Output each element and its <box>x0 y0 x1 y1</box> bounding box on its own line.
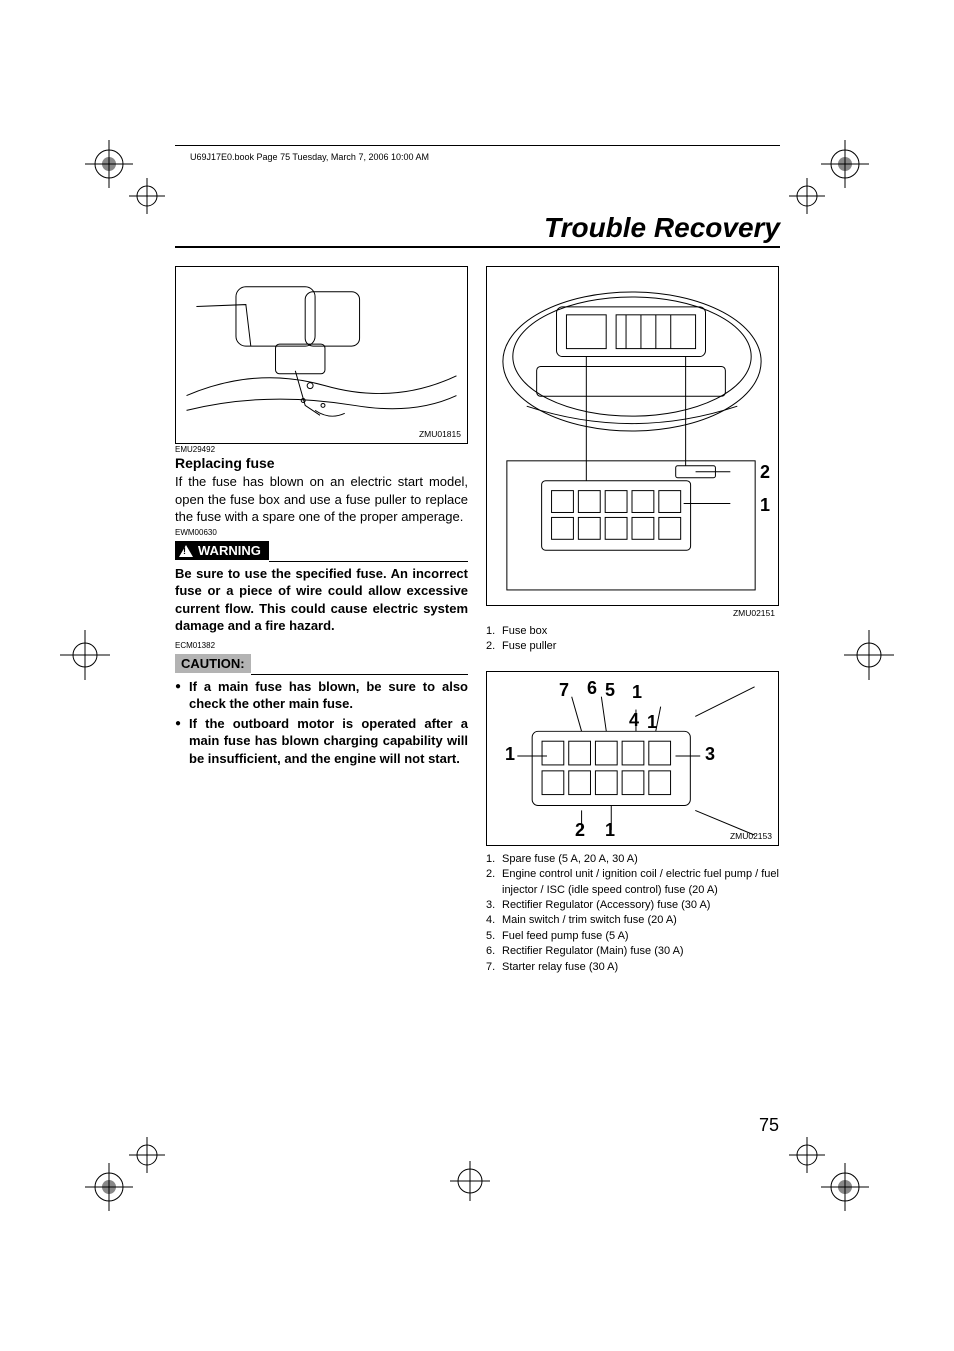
callout-1d: 1 <box>632 682 642 703</box>
section-heading: Replacing fuse <box>175 455 468 471</box>
legend-fusebox: Fuse box Fuse puller <box>486 624 779 655</box>
ref-code: ECM01382 <box>175 641 468 650</box>
callout-7: 7 <box>559 680 569 701</box>
crop-mark-mid-left <box>60 630 110 680</box>
legend-item: Main switch / trim switch fuse (20 A) <box>486 913 779 928</box>
caution-label: CAUTION: <box>175 654 251 673</box>
fusebox-illustration <box>487 267 778 605</box>
ref-code: EMU29492 <box>175 445 468 454</box>
legend-item: Engine control unit / ignition coil / el… <box>486 867 779 898</box>
legend-item: Rectifier Regulator (Main) fuse (30 A) <box>486 944 779 959</box>
motor-illustration <box>176 267 467 443</box>
callout-2: 2 <box>575 820 585 841</box>
caution-list: If a main fuse has blown, be sure to als… <box>175 678 468 768</box>
figure-motor-water: ZMU01815 <box>175 266 468 444</box>
legend-item: Fuel feed pump fuse (5 A) <box>486 929 779 944</box>
callout-2: 2 <box>760 462 770 483</box>
left-column: ZMU01815 EMU29492 Replacing fuse If the … <box>175 266 468 975</box>
legend-item: Rectifier Regulator (Accessory) fuse (30… <box>486 898 779 913</box>
callout-1b: 1 <box>605 820 615 841</box>
caution-item: If the outboard motor is operated after … <box>175 715 468 768</box>
figure-code: ZMU02151 <box>486 606 779 618</box>
figure-fuse-layout: 1 2 1 3 4 1 5 6 7 1 ZMU02153 <box>486 671 779 846</box>
legend-item: Starter relay fuse (30 A) <box>486 960 779 975</box>
caution-rule <box>251 653 468 675</box>
crop-mark-bottom-center <box>430 1151 510 1211</box>
warning-header: WARNING <box>175 540 468 562</box>
crop-mark-bottom-left <box>85 1131 165 1211</box>
caution-header: CAUTION: <box>175 653 468 675</box>
callout-1: 1 <box>760 495 770 516</box>
intro-paragraph: If the fuse has blown on an electric sta… <box>175 473 468 526</box>
legend-item: Fuse puller <box>486 639 779 654</box>
callout-4: 4 <box>629 710 639 731</box>
legend-item: Spare fuse (5 A, 20 A, 30 A) <box>486 852 779 867</box>
crop-mark-top-left <box>85 140 165 220</box>
callout-1: 1 <box>505 744 515 765</box>
warning-rule <box>269 540 468 562</box>
figure-fusebox-location: 2 1 <box>486 266 779 606</box>
callout-6: 6 <box>587 678 597 699</box>
caution-item: If a main fuse has blown, be sure to als… <box>175 678 468 713</box>
header-rule <box>175 145 780 146</box>
callout-3: 3 <box>705 744 715 765</box>
page-title: Trouble Recovery <box>175 212 780 248</box>
crop-mark-mid-right <box>844 630 894 680</box>
crop-mark-bottom-right <box>789 1131 869 1211</box>
header-book-info: U69J17E0.book Page 75 Tuesday, March 7, … <box>175 148 780 162</box>
warning-label: WARNING <box>175 541 269 560</box>
ref-code: EWM00630 <box>175 528 468 537</box>
page-number: 75 <box>759 1115 779 1136</box>
warning-label-text: WARNING <box>198 543 261 558</box>
figure-code: ZMU01815 <box>419 429 461 439</box>
callout-5: 5 <box>605 680 615 701</box>
crop-mark-top-right <box>789 140 869 220</box>
figure-code: ZMU02153 <box>730 831 772 841</box>
legend-item: Fuse box <box>486 624 779 639</box>
warning-text: Be sure to use the specified fuse. An in… <box>175 565 468 635</box>
legend-fuses: Spare fuse (5 A, 20 A, 30 A) Engine cont… <box>486 852 779 975</box>
warning-triangle-icon <box>179 545 193 557</box>
callout-1c: 1 <box>647 712 657 733</box>
page-content: U69J17E0.book Page 75 Tuesday, March 7, … <box>175 145 780 975</box>
right-column: 2 1 ZMU02151 Fuse box Fuse puller <box>486 266 779 975</box>
